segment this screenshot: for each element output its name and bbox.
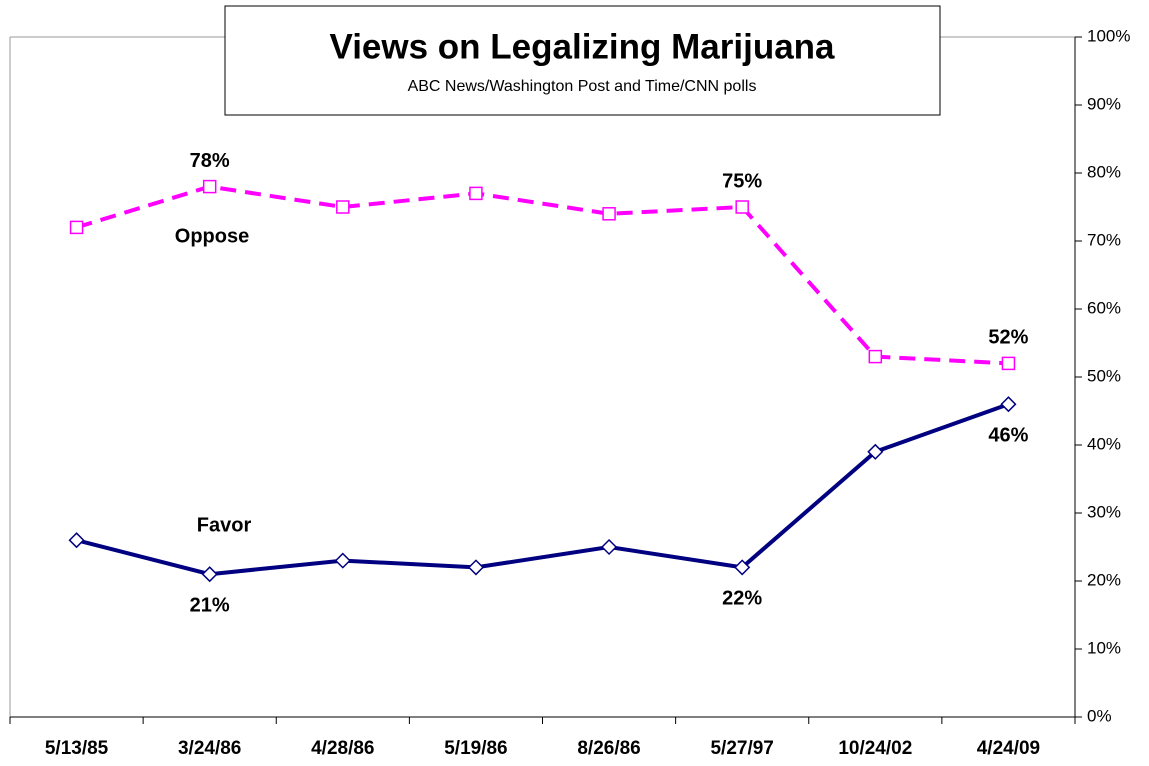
series-line [76,402,1010,577]
marker [734,559,751,576]
marker [201,566,218,583]
data-label: 75% [722,170,762,192]
title-box [224,5,941,116]
y-tick-label: 50% [1087,366,1121,385]
y-tick-label: 20% [1087,570,1121,589]
x-tick-label: 3/24/86 [178,738,241,759]
x-tick-label: 5/13/85 [45,738,109,759]
y-tick-label: 80% [1087,162,1121,181]
x-tick-label: 5/19/86 [444,738,507,759]
marker [334,552,351,569]
series-line [75,184,1009,366]
marker [69,220,84,235]
x-tick-label: 4/24/09 [977,738,1040,759]
series-label: Oppose [175,226,249,248]
x-tick-label: 8/26/86 [577,738,640,759]
chart-title: Views on Legalizing Marijuana [329,27,835,66]
data-label: 21% [190,594,230,616]
marker [1000,396,1017,413]
y-tick-label: 30% [1087,502,1121,521]
x-tick-label: 10/24/02 [838,738,912,759]
y-tick-label: 10% [1087,638,1121,657]
marker [868,349,883,364]
marker [1001,356,1016,371]
marker [68,532,85,549]
data-label: 52% [988,327,1028,349]
series-label: Favor [197,514,252,536]
data-label: 46% [988,424,1028,446]
y-tick-label: 70% [1087,230,1121,249]
marker [735,200,749,214]
marker [202,179,217,194]
y-tick-label: 60% [1087,298,1121,317]
marker [601,538,618,556]
data-label: 78% [190,150,230,172]
chart-subtitle: ABC News/Washington Post and Time/CNN po… [408,78,757,95]
x-tick-label: 5/27/97 [710,738,773,759]
y-tick-label: 40% [1087,434,1121,453]
marker [469,186,483,201]
data-label: 22% [722,588,762,610]
marker [336,200,350,214]
y-tick-label: 0% [1087,706,1112,725]
x-tick-label: 4/28/86 [311,738,374,759]
y-tick-label: 100% [1087,26,1130,45]
y-tick-label: 90% [1087,94,1121,113]
marker [602,207,616,221]
marker [867,443,884,460]
marker [467,559,484,576]
